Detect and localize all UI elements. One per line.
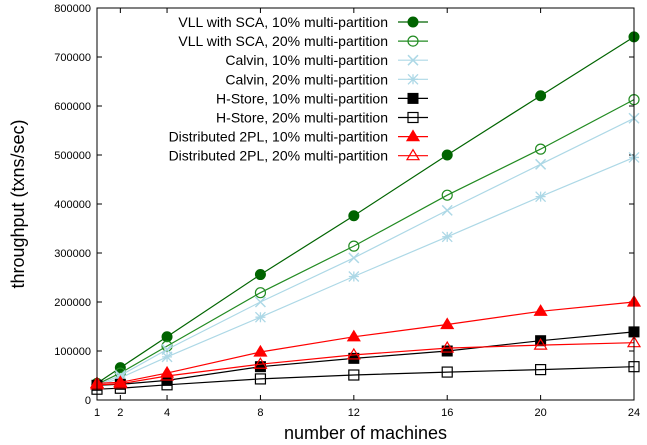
series-line <box>96 331 635 386</box>
legend-marker <box>407 16 419 28</box>
data-point <box>535 90 547 102</box>
data-point <box>533 337 548 350</box>
series-line <box>96 117 635 386</box>
data-point <box>535 335 547 347</box>
series-5 <box>91 326 640 391</box>
legend-item: Distributed 2PL, 10% multi-partition <box>169 129 428 145</box>
series-7 <box>89 294 642 388</box>
data-point <box>161 331 173 343</box>
x-tick-label: 16 <box>441 407 453 419</box>
legend-marker <box>405 129 421 142</box>
y-tick-label: 600000 <box>54 101 91 113</box>
data-point <box>348 210 360 222</box>
data-point <box>161 351 173 363</box>
data-point <box>441 366 453 378</box>
data-point <box>159 368 175 381</box>
y-tick-label: 0 <box>85 395 91 407</box>
series-line <box>96 342 635 386</box>
x-tick-label: 1 <box>94 407 100 419</box>
legend-label: VLL with SCA, 20% multi-partition <box>178 33 388 49</box>
data-point <box>346 347 361 360</box>
data-point <box>253 357 268 369</box>
y-tick-label: 700000 <box>54 52 91 64</box>
y-tick-label: 200000 <box>54 297 91 309</box>
data-point <box>440 317 455 330</box>
data-point <box>161 340 173 352</box>
data-point <box>113 376 128 389</box>
legend-item: H-Store, 20% multi-partition <box>216 110 428 126</box>
data-point <box>254 269 266 281</box>
legend-item: Calvin, 20% multi-partition <box>225 71 428 87</box>
data-point <box>348 240 360 252</box>
data-point <box>254 373 267 385</box>
plot-frame <box>96 7 635 401</box>
legend-label: Distributed 2PL, 20% multi-partition <box>169 148 388 164</box>
legend-label: Calvin, 20% multi-partition <box>225 71 388 87</box>
data-point <box>346 329 361 342</box>
data-point <box>535 143 547 155</box>
data-point <box>535 158 547 170</box>
data-point <box>441 149 453 161</box>
legend-item: VLL with SCA, 20% multi-partition <box>178 33 428 49</box>
series-line <box>96 156 635 387</box>
legend-marker <box>407 54 419 66</box>
data-point <box>441 231 453 243</box>
y-axis-ticks: 0 100000 200000 300000 400000 500000 600000 700… <box>54 3 634 407</box>
x-axis-title: number of machines <box>284 423 447 443</box>
data-point <box>254 296 266 308</box>
series-line <box>96 301 635 384</box>
x-tick-label: 4 <box>164 407 170 419</box>
data-point <box>254 287 267 299</box>
x-tick-label: 20 <box>534 407 546 419</box>
y-axis-title: throughput (txns/sec) <box>8 119 28 288</box>
data-point <box>535 191 547 203</box>
legend-label: H-Store, 20% multi-partition <box>216 110 388 126</box>
y-tick-label: 800000 <box>54 3 91 15</box>
legend-marker <box>405 148 421 161</box>
x-tick-label: 12 <box>348 407 360 419</box>
series-8 <box>89 335 642 390</box>
data-point <box>253 344 268 357</box>
legend-label: H-Store, 10% multi-partition <box>216 90 388 106</box>
series-4 <box>91 151 640 392</box>
series-6 <box>91 361 640 395</box>
data-point <box>348 369 360 381</box>
legend-marker <box>407 111 419 124</box>
x-tick-label: 24 <box>628 407 640 419</box>
legend-label: Distributed 2PL, 10% multi-partition <box>169 129 388 145</box>
legend-label: Calvin, 10% multi-partition <box>225 52 388 68</box>
y-tick-label: 400000 <box>54 199 91 211</box>
legend-label: VLL with SCA, 10% multi-partition <box>178 14 388 30</box>
legend-item: VLL with SCA, 10% multi-partition <box>178 14 428 30</box>
series-line <box>96 36 635 384</box>
legend-item: Distributed 2PL, 20% multi-partition <box>169 148 428 164</box>
series-line <box>96 99 635 385</box>
data-point <box>440 340 455 353</box>
legend-marker <box>407 92 419 104</box>
data-point <box>348 271 360 282</box>
legend-marker <box>407 35 419 47</box>
data-point <box>535 364 547 376</box>
x-axis-ticks: 1 2 4 8 12 16 20 24 <box>94 8 640 419</box>
legend-item: H-Store, 10% multi-partition <box>216 90 428 106</box>
data-point <box>254 311 266 323</box>
data-point <box>441 204 453 216</box>
series-1 <box>91 31 640 389</box>
legend-marker <box>407 73 419 85</box>
data-point <box>441 189 453 201</box>
x-tick-label: 2 <box>117 407 123 419</box>
legend-item: Calvin, 10% multi-partition <box>225 52 428 68</box>
legend: VLL with SCA, 10% multi-partition VLL wit… <box>169 14 428 164</box>
data-point <box>533 304 548 316</box>
x-tick-label: 8 <box>257 407 263 419</box>
y-tick-label: 500000 <box>54 150 91 162</box>
y-tick-label: 300000 <box>54 248 91 260</box>
series-line <box>96 366 635 390</box>
data-point <box>348 252 360 264</box>
y-tick-label: 100000 <box>54 346 91 358</box>
